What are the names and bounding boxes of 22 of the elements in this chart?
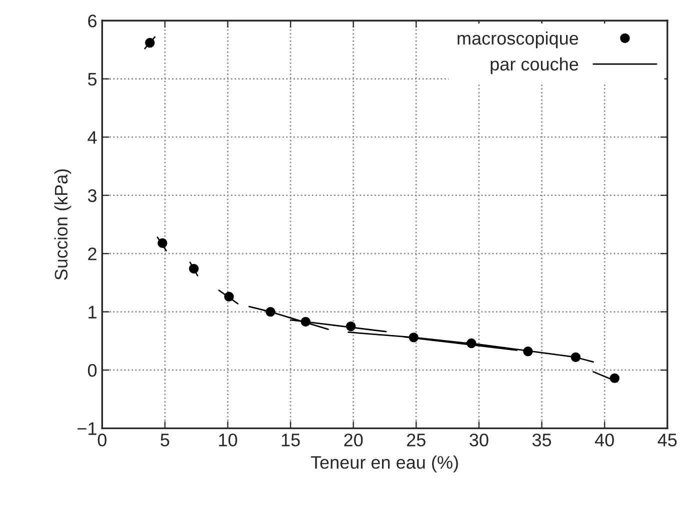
legend-label: par couche (490, 57, 578, 74)
y-tick-label: 6 (88, 14, 96, 28)
x-tick-label: 35 (532, 434, 552, 446)
y-tick-label: 4 (88, 131, 97, 144)
y-tick-label: 1 (88, 306, 96, 318)
x-tick-label: 40 (594, 434, 614, 446)
x-tick-label: 0 (98, 434, 106, 446)
x-tick-label: 30 (470, 434, 488, 446)
x-tick-label: 5 (160, 434, 170, 446)
legend-label: macroscopique (458, 31, 578, 48)
x-tick-label: 25 (407, 434, 426, 446)
y-tick-label: 2 (88, 248, 96, 260)
x-tick-label: 20 (344, 434, 363, 446)
y-tick-label: 5 (88, 72, 97, 86)
y-tick-label: 0 (88, 364, 97, 377)
y-tick-label: −1 (78, 422, 96, 435)
x-tick-label: 45 (658, 434, 677, 446)
x-axis-title: Teneur en eau (%) (310, 456, 458, 472)
x-tick-label: 10 (219, 434, 238, 446)
y-tick-label: 3 (88, 189, 96, 202)
y-axis-title: Succion (kPa) (54, 169, 72, 280)
x-tick-label: 15 (282, 434, 300, 446)
